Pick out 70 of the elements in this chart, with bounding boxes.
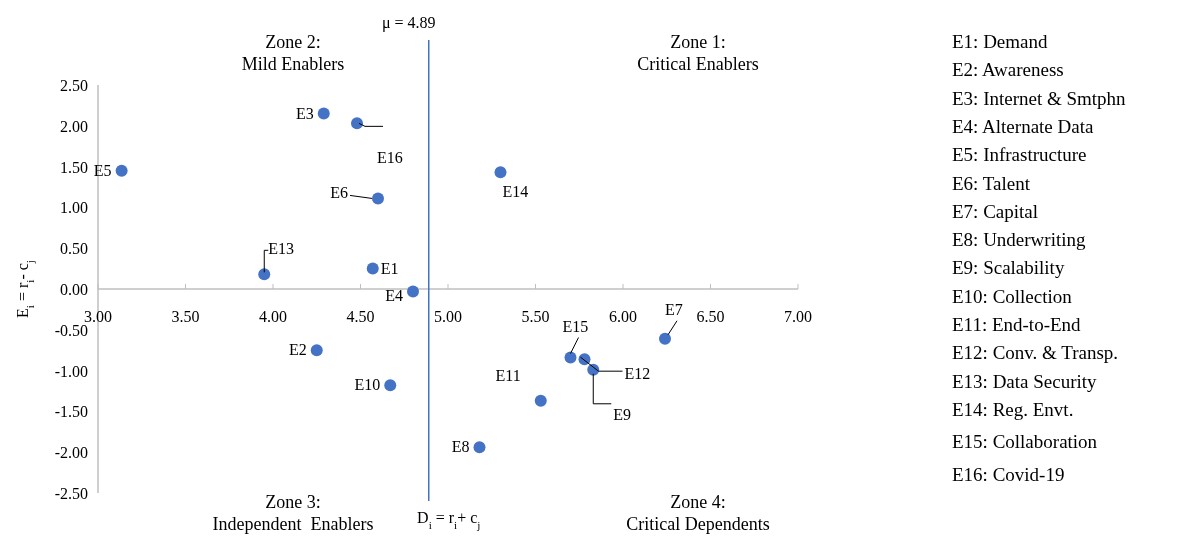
- x-tick-label: 6.00: [609, 308, 637, 325]
- y-tick-label: -1.00: [54, 362, 88, 380]
- x-tick-label: 4.50: [346, 308, 375, 325]
- data-label: E15: [562, 317, 589, 335]
- text: E3: Internet & Smtphn: [952, 87, 1127, 109]
- point: [366, 262, 379, 275]
- y-tick-label: -2.00: [54, 444, 88, 462]
- text: E7: Capital: [952, 200, 1039, 222]
- data-label: E2: [288, 341, 307, 359]
- point: [115, 164, 128, 177]
- text: E10: Collection: [952, 285, 1073, 307]
- data-label: E16: [377, 149, 403, 167]
- data-label: E14: [502, 183, 529, 201]
- x-tick-label: 5.00: [434, 308, 462, 325]
- y-tick-label: 2.50: [60, 77, 88, 94]
- data-label: E4: [385, 287, 403, 305]
- x-tick-label: 5.50: [521, 308, 550, 325]
- data-label: E11: [495, 366, 521, 384]
- data-label: E6: [330, 184, 348, 202]
- x-tick-label: 3.50: [171, 308, 200, 325]
- y-tick-label: 1.50: [60, 158, 88, 176]
- text: E8: Underwriting: [952, 229, 1086, 251]
- data-label: E1: [380, 259, 399, 277]
- point: [258, 268, 271, 281]
- text: E16: Covid-19: [952, 463, 1065, 485]
- data-label: E7: [665, 300, 683, 318]
- data-label: E9: [613, 405, 632, 423]
- ref-line-label: μ = 4.89: [381, 14, 436, 32]
- y-tick-label: 1.00: [60, 199, 88, 217]
- text: E13: Data Security: [952, 370, 1098, 392]
- x-tick-label: 4.00: [259, 308, 287, 325]
- point: [407, 285, 419, 298]
- data-label: E10: [354, 376, 381, 394]
- point: [351, 117, 363, 130]
- y-tick-label: -2.50: [54, 485, 88, 502]
- text: E5: Infrastructure: [952, 144, 1087, 166]
- x-tick-label: 7.00: [784, 308, 812, 325]
- annotation: Zone 3: Independent Enablers: [212, 492, 374, 534]
- y-tick-label: 0.50: [60, 240, 88, 258]
- data-label: E8: [451, 438, 470, 456]
- y-tick-label: 2.00: [60, 117, 88, 135]
- point: [494, 166, 507, 179]
- text: E14: Reg. Envt.: [952, 398, 1074, 420]
- y-tick-label: 0.00: [60, 281, 88, 298]
- point: [564, 351, 577, 364]
- text: E6: Talent: [952, 172, 1031, 194]
- text: E11: End-to-End: [952, 314, 1082, 335]
- point: [384, 379, 397, 392]
- data-label: E12: [624, 365, 651, 383]
- point: [317, 107, 330, 120]
- point: [473, 441, 486, 454]
- data-label: E5: [93, 161, 112, 179]
- text: E2: Awareness: [952, 59, 1064, 81]
- x-axis-title: D$_{i}$ = r$_{i}$+ c$_{j}$: [417, 509, 481, 531]
- text: E9: Scalability: [952, 257, 1065, 279]
- text: Zone 2: Mild Enablers: [241, 32, 345, 74]
- point: [659, 332, 671, 345]
- data-label: E3: [295, 104, 314, 122]
- y-tick-label: -1.50: [54, 403, 88, 421]
- x-tick-label: 6.50: [696, 308, 725, 325]
- point: [372, 192, 384, 205]
- annotation: Zone 4: Critical Dependents: [626, 492, 770, 534]
- text: E12: Conv. & Transp.: [952, 342, 1119, 364]
- text: E15: Collaboration: [952, 431, 1098, 453]
- text: E4: Alternate Data: [952, 115, 1094, 137]
- text: Zone 1: Critical Enablers: [637, 32, 759, 74]
- point: [310, 344, 323, 357]
- text: E1: Demand: [952, 31, 1048, 52]
- data-label: E13: [268, 240, 295, 258]
- point: [534, 394, 547, 407]
